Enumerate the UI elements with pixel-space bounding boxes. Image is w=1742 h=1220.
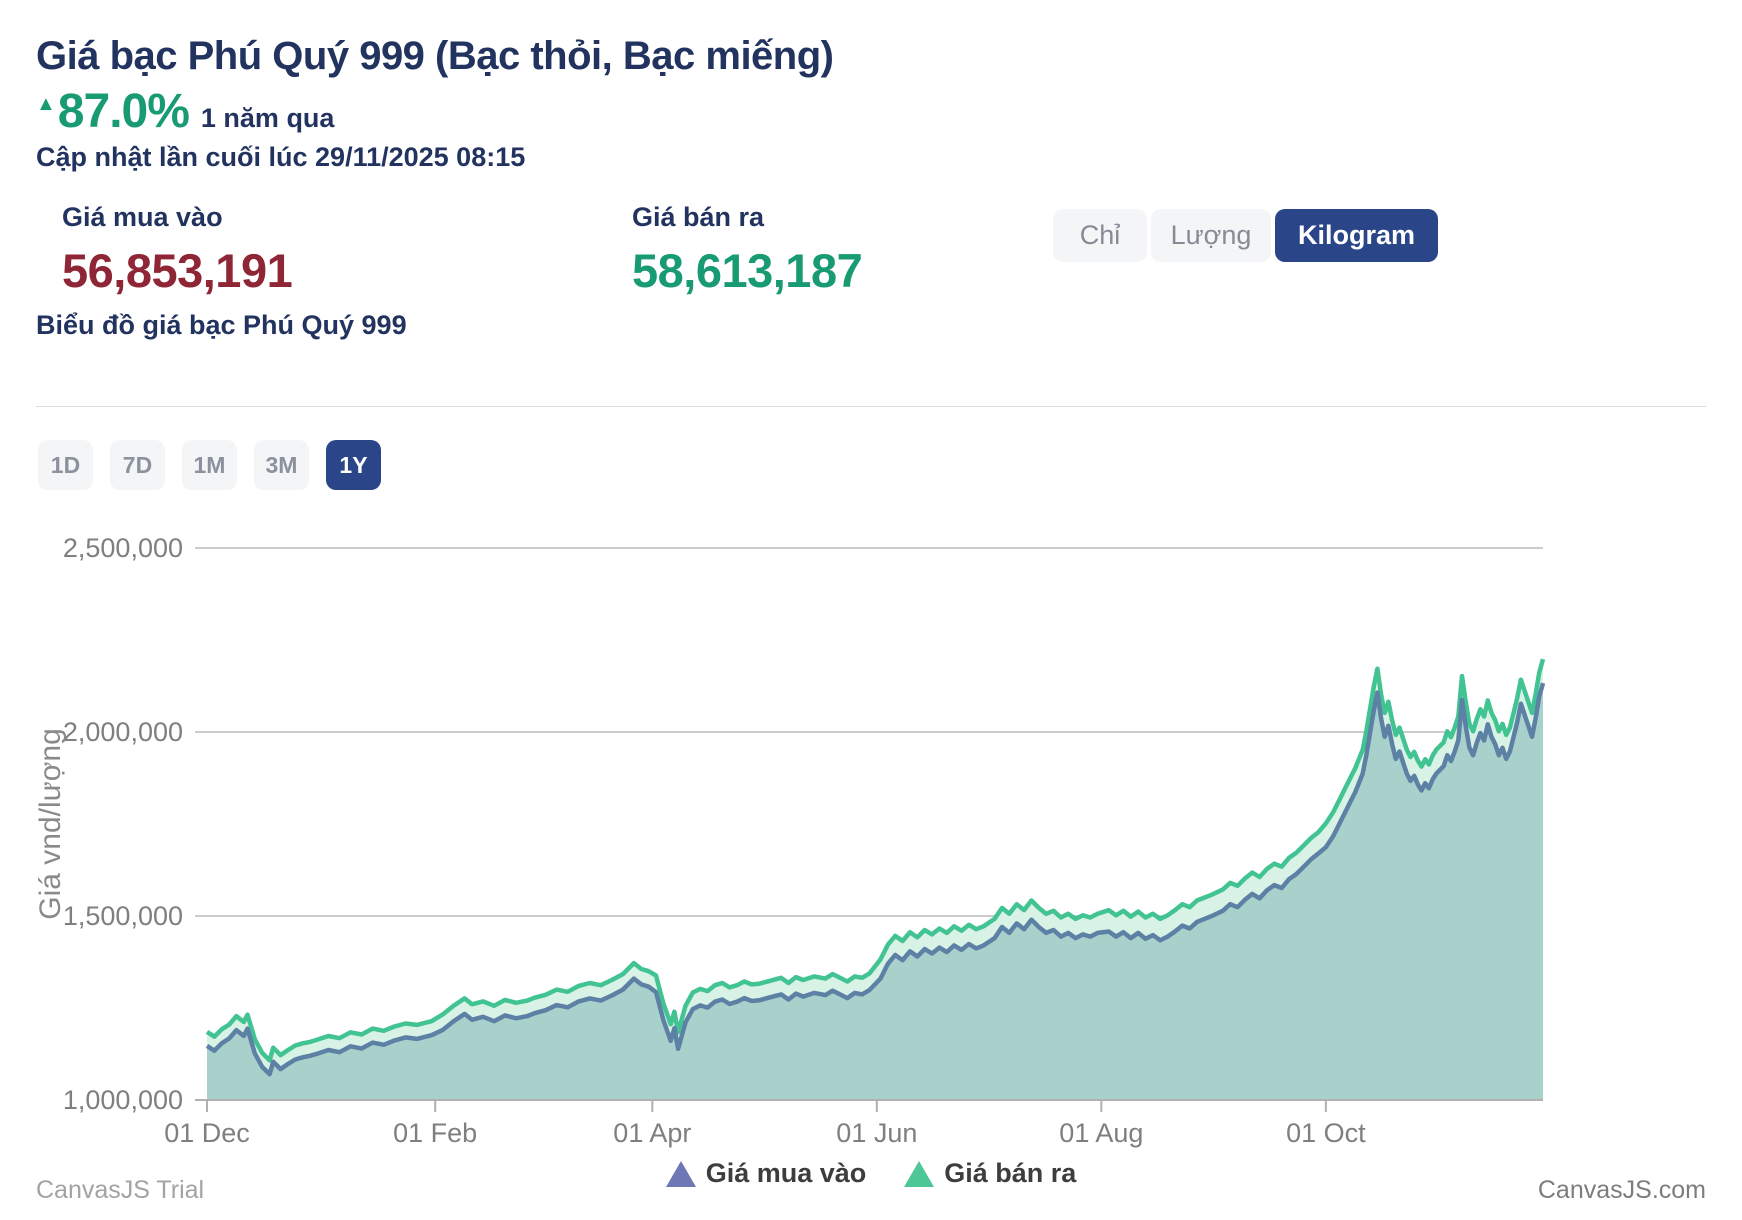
divider	[36, 406, 1706, 407]
buy-price-line	[205, 682, 1546, 1077]
unit-option-luong[interactable]: Lượng	[1151, 209, 1271, 262]
unit-option-kilogram[interactable]: Kilogram	[1275, 209, 1438, 262]
buy-price-value: 56,853,191	[62, 244, 293, 297]
chart-legend: Giá mua vào Giá bán ra	[0, 1158, 1742, 1189]
legend-sell-label: Giá bán ra	[944, 1158, 1077, 1188]
chart-subtitle: Biểu đồ giá bạc Phú Quý 999	[36, 310, 407, 340]
buy-price-block: Giá mua vào 56,853,191	[62, 202, 293, 298]
range-3m[interactable]: 3M	[254, 440, 309, 490]
canvasjs-trial-watermark: CanvasJS Trial	[36, 1176, 205, 1204]
sell-price-value: 58,613,187	[632, 244, 863, 297]
legend-item-buy[interactable]: Giá mua vào	[665, 1158, 867, 1189]
y-tick-label: 2,500,000	[63, 533, 183, 563]
x-tick-label: 01 Jun	[836, 1118, 917, 1148]
range-1y[interactable]: 1Y	[326, 440, 381, 490]
sell-price-block: Giá bán ra 58,613,187	[632, 202, 863, 298]
buy-area-fill	[207, 683, 1543, 1100]
canvasjs-credit-link[interactable]: CanvasJS.com	[1537, 1176, 1706, 1204]
legend-buy-label: Giá mua vào	[705, 1158, 867, 1188]
range-1m[interactable]: 1M	[182, 440, 237, 490]
buy-price-label: Giá mua vào	[62, 202, 223, 232]
y-tick-label: 2,000,000	[63, 717, 183, 747]
unit-option-chi[interactable]: Chỉ	[1053, 209, 1147, 262]
y-axis-title: Giá vnd/lượng	[34, 728, 67, 920]
range-1d[interactable]: 1D	[38, 440, 93, 490]
y-tick-label: 1,000,000	[63, 1085, 183, 1115]
change-period: 1 năm qua	[200, 103, 335, 133]
sell-area-fill	[207, 659, 1543, 1100]
change-percent: 87.0%	[57, 85, 190, 138]
y-tick-label: 1,500,000	[63, 901, 183, 931]
sell-series-marker-icon	[904, 1160, 935, 1187]
sell-price-label: Giá bán ra	[632, 202, 765, 232]
x-tick-label: 01 Oct	[1286, 1118, 1366, 1148]
range-7d[interactable]: 7D	[110, 440, 165, 490]
change-summary: ▲ 87.0% 1 năm qua	[36, 84, 334, 139]
x-tick-label: 01 Dec	[164, 1118, 250, 1148]
up-arrow-icon: ▲	[36, 93, 56, 115]
sell-price-line	[205, 658, 1546, 1063]
x-tick-label: 01 Apr	[613, 1118, 691, 1148]
range-selector: 1D 7D 1M 3M 1Y	[38, 440, 381, 490]
legend-item-sell[interactable]: Giá bán ra	[904, 1158, 1076, 1189]
x-tick-label: 01 Aug	[1059, 1118, 1143, 1148]
unit-toggle: Chỉ Lượng Kilogram	[1053, 209, 1438, 262]
last-updated: Cập nhật lần cuối lúc 29/11/2025 08:15	[36, 142, 526, 172]
x-tick-label: 01 Feb	[393, 1118, 477, 1148]
buy-series-marker-icon	[665, 1160, 696, 1187]
page-title: Giá bạc Phú Quý 999 (Bạc thỏi, Bạc miếng…	[36, 34, 834, 78]
